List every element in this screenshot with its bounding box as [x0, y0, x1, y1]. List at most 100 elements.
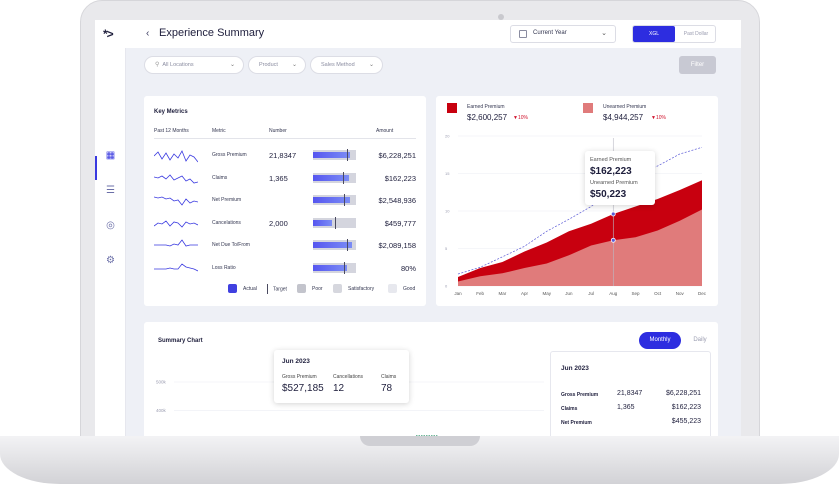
- bullet-actual: [313, 152, 350, 158]
- y-tick-label: 20: [445, 134, 450, 139]
- filter-sales-method-label: Sales Method: [321, 62, 355, 68]
- metric-row: Loss Ratio 80%: [144, 259, 426, 281]
- unearned-legend-label: Unearned Premium: [603, 104, 647, 110]
- bullet-target: [346, 149, 348, 161]
- earned-legend-value: $2,600,257: [467, 113, 508, 122]
- unearned-legend-value: $4,944,257: [603, 113, 644, 122]
- filter-sales-method[interactable]: Sales Method ⌄: [310, 56, 383, 74]
- bullet-actual: [313, 264, 348, 271]
- panel-month: Jun 2023: [561, 365, 589, 372]
- metric-row: Cancelations 2,000 $459,777: [144, 214, 426, 236]
- camera-dot: [498, 14, 504, 20]
- earned-legend-change: ▼10%: [513, 115, 528, 121]
- chevron-down-icon: ⌄: [368, 62, 374, 68]
- year-select-value: Current Year: [533, 30, 567, 36]
- tooltip-cancel-value: 12: [333, 383, 345, 394]
- toggle-monthly[interactable]: Monthly: [639, 332, 681, 349]
- x-tick-label: Dec: [698, 291, 707, 296]
- filter-product-label: Product: [259, 62, 278, 68]
- page-title: Experience Summary: [159, 27, 265, 39]
- header-divider: [154, 138, 416, 139]
- legend-good: Good: [388, 284, 415, 294]
- tooltip-earned-label: Earned Premium: [590, 157, 632, 163]
- tooltip-month: Jun 2023: [282, 358, 310, 365]
- calendar-icon: [519, 30, 527, 38]
- sparkline: [154, 262, 198, 271]
- laptop-base: [0, 436, 839, 484]
- sparkline-path: [154, 173, 198, 183]
- chevron-down-icon: ⌄: [601, 30, 607, 37]
- bullet-bar: [313, 194, 356, 206]
- panel-number: 1,365: [617, 404, 635, 411]
- globe-icon[interactable]: ◎: [106, 220, 115, 231]
- panel-label: Gross Premium: [561, 392, 599, 398]
- tooltip-claims-value: 78: [381, 383, 393, 394]
- filter-product[interactable]: Product ⌄: [248, 56, 306, 74]
- trend-line: [457, 146, 703, 275]
- metric-amount: $6,228,251: [378, 151, 416, 160]
- summary-chart-card: Summary Chart Monthly Daily 500k400k200k…: [144, 322, 718, 436]
- earned-legend-label: Earned Premium: [467, 104, 505, 110]
- legend-target-label: Target: [273, 286, 287, 293]
- col-period: Past 12 Months: [154, 128, 189, 134]
- legend-good-label: Good: [403, 286, 416, 292]
- col-amount: Amount: [376, 128, 394, 134]
- sparkline: [154, 239, 198, 247]
- bullet-bar: [313, 261, 356, 274]
- chevron-down-icon: ⌄: [229, 62, 235, 68]
- legend-good-swatch: [388, 284, 397, 294]
- legend-target: Target: [267, 284, 287, 294]
- bullet-target: [343, 261, 345, 274]
- bullet-actual: [313, 242, 352, 248]
- sliders-icon[interactable]: ☰: [106, 185, 115, 196]
- tooltip-cancel-label: Cancellations: [333, 374, 364, 380]
- y-tick-label: 500k: [156, 380, 167, 385]
- toggle-past-dollar[interactable]: Past Dollar: [683, 31, 709, 37]
- sidebar: ▦ ☰ ◎ ⚙: [95, 48, 126, 436]
- earned-legend-swatch: [447, 103, 457, 113]
- metric-name: Cancelations: [212, 219, 241, 226]
- y-tick-label: 10: [445, 209, 450, 214]
- summary-detail-panel: Jun 2023 Gross Premium 21,8347 $6,228,251 C…: [550, 351, 711, 436]
- toggle-xgl[interactable]: XGL: [633, 26, 675, 42]
- year-select[interactable]: Current Year ⌄: [510, 25, 616, 43]
- bullet-target: [343, 194, 345, 206]
- toggle-daily[interactable]: Daily: [693, 337, 707, 343]
- panel-row: Net Premium $455,223: [561, 418, 701, 428]
- panel-row: Gross Premium 21,8347 $6,228,251: [561, 390, 701, 400]
- sparkline-path: [154, 219, 198, 228]
- tooltip-gross-value: $527,185: [282, 383, 324, 394]
- metric-row: Net Premium $2,548,936: [144, 191, 426, 213]
- y-tick-label: 15: [445, 171, 450, 176]
- dashboard-icon[interactable]: ▦: [105, 150, 116, 161]
- x-tick-label: Jun: [565, 291, 573, 296]
- filter-button[interactable]: Filter: [679, 56, 716, 74]
- sparkline: [154, 173, 198, 183]
- metric-name: Net Premium: [212, 197, 242, 203]
- search-icon: ⚲: [155, 62, 160, 68]
- legend-actual-swatch: [228, 284, 237, 294]
- premium-tooltip: Earned Premium $162,223 Unearned Premium…: [585, 151, 655, 205]
- legend-satisfactory-label: Satisfactory: [348, 286, 375, 292]
- bullet-actual: [313, 197, 350, 203]
- bullet-target: [334, 216, 336, 229]
- back-icon[interactable]: ‹: [146, 28, 150, 39]
- x-tick-label: Oct: [654, 291, 662, 296]
- y-tick-label: 400k: [156, 408, 167, 413]
- gear-icon[interactable]: ⚙: [106, 255, 115, 266]
- sparkline-path: [154, 239, 198, 247]
- sparkline: [154, 150, 198, 163]
- filter-locations[interactable]: ⚲ All Locations ⌄: [144, 56, 244, 74]
- bullet-bar: [313, 171, 356, 184]
- premium-area-chart: 20 15 10 5 0 Jan Feb Mar Apr May Jun Jul Aug Sep Oct No…: [445, 134, 707, 297]
- premium-chart-card: Earned Premium $2,600,257 ▼10% Unearned …: [436, 96, 718, 306]
- legend-actual-label: Actual: [243, 286, 257, 292]
- metric-name: Gross Premium: [212, 152, 247, 158]
- metric-number: 1,365: [269, 173, 288, 183]
- top-bar: *> ‹ Experience Summary Current Year ⌄ X…: [95, 20, 741, 48]
- sparkline-path: [154, 196, 198, 206]
- sidebar-active-indicator: [95, 156, 97, 180]
- legend-satisfactory-swatch: [333, 284, 342, 294]
- currency-toggle: XGL Past Dollar: [632, 25, 716, 43]
- tooltip-unearned-value: $50,223: [590, 189, 627, 200]
